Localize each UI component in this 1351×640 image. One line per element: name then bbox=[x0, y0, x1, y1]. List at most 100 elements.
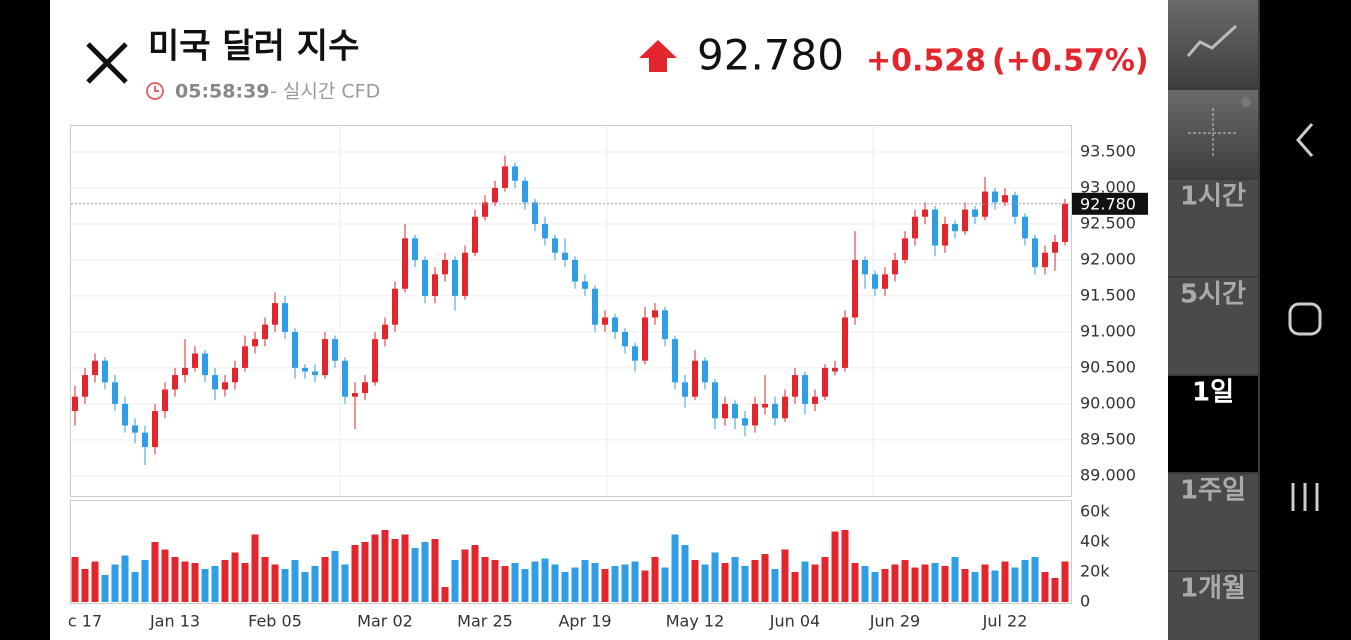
candle-body bbox=[752, 403, 758, 426]
volume-bar bbox=[351, 545, 359, 602]
x-tick-label: Feb 05 bbox=[248, 612, 302, 631]
y-tick-label: 60k bbox=[1080, 502, 1110, 521]
volume-bar bbox=[341, 564, 349, 602]
candle-body bbox=[612, 317, 618, 332]
back-icon[interactable] bbox=[1296, 123, 1314, 157]
y-tick-label: 90.000 bbox=[1080, 393, 1136, 412]
candle-body bbox=[142, 432, 148, 448]
candle-body bbox=[432, 274, 438, 296]
volume-bar bbox=[781, 549, 789, 602]
candle-body bbox=[642, 317, 648, 361]
candle-body bbox=[442, 259, 448, 275]
volume-bar bbox=[261, 557, 269, 602]
candle-body bbox=[922, 209, 928, 217]
volume-bar bbox=[711, 552, 719, 602]
candle-body bbox=[1022, 216, 1028, 239]
volume-bar bbox=[1021, 560, 1029, 602]
volume-bar bbox=[561, 572, 569, 602]
candle-body bbox=[962, 209, 968, 232]
volume-bar bbox=[681, 545, 689, 602]
price-frame bbox=[70, 125, 1072, 497]
candle-body bbox=[492, 187, 498, 203]
candle-body bbox=[892, 259, 898, 275]
volume-bar bbox=[541, 558, 549, 602]
volume-bar bbox=[321, 557, 329, 602]
recent-icon[interactable] bbox=[1291, 483, 1319, 511]
volume-bar bbox=[691, 560, 699, 602]
candle-body bbox=[372, 339, 378, 383]
chart-type-button[interactable] bbox=[1168, 0, 1258, 88]
volume-bar bbox=[791, 572, 799, 602]
y-tick-label: 40k bbox=[1080, 532, 1110, 551]
volume-bar bbox=[731, 557, 739, 602]
x-tick-label: Jul 22 bbox=[982, 612, 1028, 631]
candle-body bbox=[622, 331, 628, 347]
volume-bar bbox=[411, 548, 419, 602]
volume-bar bbox=[481, 557, 489, 602]
period-button[interactable] bbox=[1168, 180, 1258, 276]
volume-bar bbox=[271, 564, 279, 602]
y-tick-label: 92.500 bbox=[1080, 213, 1136, 232]
volume-bar bbox=[911, 567, 919, 602]
candle-body bbox=[172, 375, 178, 390]
volume-bar bbox=[821, 557, 829, 602]
candle-body bbox=[732, 403, 738, 419]
candle-body bbox=[362, 382, 368, 394]
volume-bar bbox=[441, 587, 449, 602]
volume-bar bbox=[631, 561, 639, 602]
candle-body bbox=[692, 360, 698, 397]
volume-bar bbox=[801, 561, 809, 602]
x-tick-label: Mar 25 bbox=[457, 612, 513, 631]
candle-body bbox=[712, 382, 718, 419]
change-pct: (+0.57%) bbox=[992, 44, 1149, 79]
volume-bar bbox=[211, 566, 219, 602]
candle-body bbox=[182, 367, 188, 376]
candle-body bbox=[282, 303, 288, 332]
volume-bar bbox=[941, 566, 949, 602]
period-button[interactable] bbox=[1168, 376, 1258, 472]
candle-body bbox=[212, 375, 218, 390]
volume-bar bbox=[231, 552, 239, 602]
period-button[interactable] bbox=[1168, 474, 1258, 570]
candle-body bbox=[92, 360, 98, 376]
volume-bar bbox=[191, 563, 199, 602]
volume-bar bbox=[751, 560, 759, 602]
candle-body bbox=[562, 252, 568, 260]
volume-bar bbox=[401, 534, 409, 602]
home-icon[interactable] bbox=[1288, 302, 1322, 336]
volume-bar bbox=[771, 569, 779, 602]
close-button[interactable] bbox=[86, 42, 128, 84]
volume-bar bbox=[451, 560, 459, 602]
volume-bar bbox=[811, 564, 819, 602]
volume-bar bbox=[101, 575, 109, 602]
y-tick-label: 91.500 bbox=[1080, 285, 1136, 304]
candle-body bbox=[222, 382, 228, 390]
y-tick-label: 93.000 bbox=[1080, 177, 1136, 196]
volume-bar bbox=[951, 557, 959, 602]
candle-body bbox=[722, 403, 728, 419]
candle-body bbox=[352, 393, 358, 397]
volume-bar bbox=[381, 530, 389, 602]
volume-bar bbox=[761, 554, 769, 602]
x-tick-label: Apr 19 bbox=[558, 612, 611, 631]
volume-bar bbox=[311, 566, 319, 602]
volume-bar bbox=[1011, 567, 1019, 602]
price: 92.780 bbox=[697, 31, 844, 80]
candle-body bbox=[252, 339, 258, 347]
volume-bar bbox=[1031, 557, 1039, 602]
volume-bar bbox=[611, 566, 619, 602]
volume-bar bbox=[871, 572, 879, 602]
candle-body bbox=[392, 288, 398, 325]
candle-body bbox=[932, 209, 938, 246]
y-tick-label: 20k bbox=[1080, 562, 1110, 581]
candle-body bbox=[702, 360, 708, 383]
period-button[interactable] bbox=[1168, 572, 1258, 640]
volume-bar bbox=[881, 569, 889, 602]
period-button[interactable] bbox=[1168, 278, 1258, 374]
candle-body bbox=[482, 202, 488, 217]
volume-bar bbox=[991, 570, 999, 602]
volume-bar bbox=[581, 560, 589, 602]
candle-body bbox=[262, 324, 268, 340]
volume-bar bbox=[641, 570, 649, 602]
